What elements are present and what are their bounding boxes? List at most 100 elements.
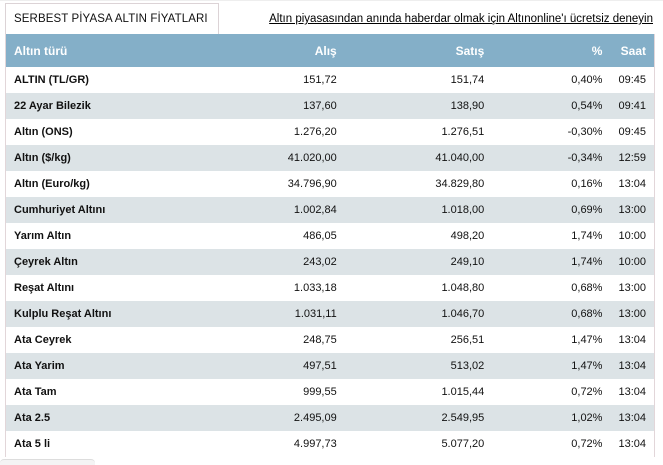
bottom-edge xyxy=(0,459,95,465)
cell-time: 13:04 xyxy=(610,353,655,379)
table-row: Yarım Altın 486,05 498,20 1,74% 10:00 xyxy=(6,223,655,249)
col-header-gold-type: Altın türü xyxy=(5,34,198,67)
cell-sell-price: 1.018,00 xyxy=(344,197,493,223)
table-row: Cumhuriyet Altını 1.002,84 1.018,00 0,69% 13… xyxy=(5,197,655,223)
altinonline-promo-link[interactable]: Altın piyasasından anında haberdar olmak… xyxy=(269,13,653,25)
tab-free-market-gold-prices[interactable]: SERBEST PİYASA ALTIN FİYATLARI xyxy=(5,3,219,35)
cell-buy-price: 1.033,18 xyxy=(293,282,337,294)
cell-buy-price: 1.031,11 xyxy=(197,301,345,327)
cell-change-percent: -0,34% xyxy=(492,145,611,171)
table-row: Ata 5 li 4.997,73 5.077,20 0,72% 13:04 xyxy=(6,431,655,457)
cell-change-percent: 0,16% xyxy=(571,178,603,190)
table-row: Ata Ceyrek 248,75 256,51 1,47% 13:04 xyxy=(6,327,655,353)
cell-gold-type: Ata 2.5 xyxy=(5,405,198,431)
table-row: Altın (ONS) 1.276,20 1.276,51 -0,30% 09:45 xyxy=(6,119,655,145)
col-header-time: Saat xyxy=(610,34,655,67)
table-row: Altın (Euro/kg) 34.796,90 34.829,80 0,16% 13… xyxy=(6,171,655,197)
cell-sell-price: 256,51 xyxy=(450,334,485,346)
cell-time: 13:04 xyxy=(618,334,646,346)
cell-buy-price: 34.796,90 xyxy=(287,178,337,190)
cell-gold-type: 22 Ayar Bilezik xyxy=(5,93,198,119)
cell-change-percent: 0,72% xyxy=(571,438,603,450)
cell-sell-price: 1.046,70 xyxy=(344,301,493,327)
cell-change-percent: 0,40% xyxy=(571,74,603,86)
cell-change-percent: 1,02% xyxy=(492,405,611,431)
cell-gold-type: Ata Tam xyxy=(14,386,57,398)
cell-change-percent: 0,68% xyxy=(571,282,603,294)
table-row: 22 Ayar Bilezik 137,60 138,90 0,54% 09:41 xyxy=(5,93,655,119)
cell-change-percent: 1,74% xyxy=(492,249,611,275)
cell-time: 13:04 xyxy=(618,438,646,450)
cell-buy-price: 137,60 xyxy=(197,93,345,119)
col-header-sell: Satış xyxy=(344,34,493,67)
cell-buy-price: 243,02 xyxy=(197,249,345,275)
cell-change-percent: 0,69% xyxy=(492,197,611,223)
table-row: Ata Tam 999,55 1.015,44 0,72% 13:04 xyxy=(6,379,655,405)
cell-sell-price: 138,90 xyxy=(344,93,493,119)
cell-gold-type: Kulplu Reşat Altını xyxy=(5,301,198,327)
table-row: Ata Yarim 497,51 513,02 1,47% 13:04 xyxy=(5,353,655,379)
cell-time: 10:00 xyxy=(618,230,646,242)
cell-sell-price: 1.015,44 xyxy=(441,386,485,398)
cell-buy-price: 41.020,00 xyxy=(197,145,345,171)
cell-time: 13:04 xyxy=(610,405,655,431)
table-row: Reşat Altını 1.033,18 1.048,80 0,68% 13:00 xyxy=(6,275,655,301)
cell-buy-price: 1.002,84 xyxy=(197,197,345,223)
cell-change-percent: 0,54% xyxy=(492,93,611,119)
top-bar: SERBEST PİYASA ALTIN FİYATLARI Altın piy… xyxy=(0,0,663,35)
cell-sell-price: 498,20 xyxy=(450,230,485,242)
cell-buy-price: 151,72 xyxy=(303,74,337,86)
cell-gold-type: Ata 5 li xyxy=(14,438,51,450)
col-header-buy: Alış xyxy=(197,34,345,67)
cell-gold-type: ALTIN (TL/GR) xyxy=(14,74,89,86)
cell-buy-price: 2.495,09 xyxy=(197,405,345,431)
cell-gold-type: Cumhuriyet Altını xyxy=(5,197,198,223)
cell-gold-type: Yarım Altın xyxy=(14,230,72,242)
cell-time: 13:00 xyxy=(610,197,655,223)
cell-gold-type: Altın ($/kg) xyxy=(5,145,198,171)
gold-prices-table: Altın türü Alış Satış % Saat ALTIN (TL/G… xyxy=(5,34,655,457)
table-header-row: Altın türü Alış Satış % Saat xyxy=(5,34,655,67)
cell-sell-price: 41.040,00 xyxy=(344,145,493,171)
table-row: Altın ($/kg) 41.020,00 41.040,00 -0,34% 12:5… xyxy=(5,145,655,171)
cell-buy-price: 248,75 xyxy=(303,334,337,346)
cell-buy-price: 486,05 xyxy=(303,230,337,242)
cell-time: 13:00 xyxy=(610,301,655,327)
cell-time: 13:00 xyxy=(618,282,646,294)
table-row: Ata 2.5 2.495,09 2.549,95 1,02% 13:04 xyxy=(5,405,655,431)
cell-sell-price: 249,10 xyxy=(344,249,493,275)
table-row: Çeyrek Altın 243,02 249,10 1,74% 10:00 xyxy=(5,249,655,275)
cell-time: 12:59 xyxy=(610,145,655,171)
cell-gold-type: Ata Ceyrek xyxy=(14,334,72,346)
cell-gold-type: Ata Yarim xyxy=(5,353,198,379)
cell-time: 09:45 xyxy=(618,74,646,86)
cell-change-percent: 0,72% xyxy=(571,386,603,398)
col-header-percent: % xyxy=(492,34,611,67)
cell-sell-price: 513,02 xyxy=(344,353,493,379)
cell-change-percent: -0,30% xyxy=(567,126,603,138)
table-row: ALTIN (TL/GR) 151,72 151,74 0,40% 09:45 xyxy=(6,67,655,93)
cell-change-percent: 1,47% xyxy=(492,353,611,379)
cell-gold-type: Çeyrek Altın xyxy=(5,249,198,275)
cell-buy-price: 4.997,73 xyxy=(293,438,337,450)
cell-sell-price: 5.077,20 xyxy=(441,438,485,450)
cell-sell-price: 151,74 xyxy=(450,74,485,86)
cell-sell-price: 2.549,95 xyxy=(344,405,493,431)
cell-gold-type: Altın (Euro/kg) xyxy=(14,178,90,190)
cell-sell-price: 1.048,80 xyxy=(441,282,485,294)
cell-buy-price: 497,51 xyxy=(197,353,345,379)
cell-change-percent: 1,47% xyxy=(571,334,603,346)
cell-time: 09:41 xyxy=(610,93,655,119)
cell-gold-type: Altın (ONS) xyxy=(14,126,73,138)
cell-buy-price: 999,55 xyxy=(303,386,337,398)
cell-sell-price: 1.276,51 xyxy=(441,126,485,138)
cell-time: 10:00 xyxy=(610,249,655,275)
cell-change-percent: 0,68% xyxy=(492,301,611,327)
cell-sell-price: 34.829,80 xyxy=(435,178,485,190)
cell-time: 09:45 xyxy=(618,126,646,138)
cell-time: 13:04 xyxy=(618,386,646,398)
cell-time: 13:04 xyxy=(618,178,646,190)
cell-change-percent: 1,74% xyxy=(571,230,603,242)
cell-gold-type: Reşat Altını xyxy=(14,282,75,294)
table-row: Kulplu Reşat Altını 1.031,11 1.046,70 0,68%… xyxy=(5,301,655,327)
